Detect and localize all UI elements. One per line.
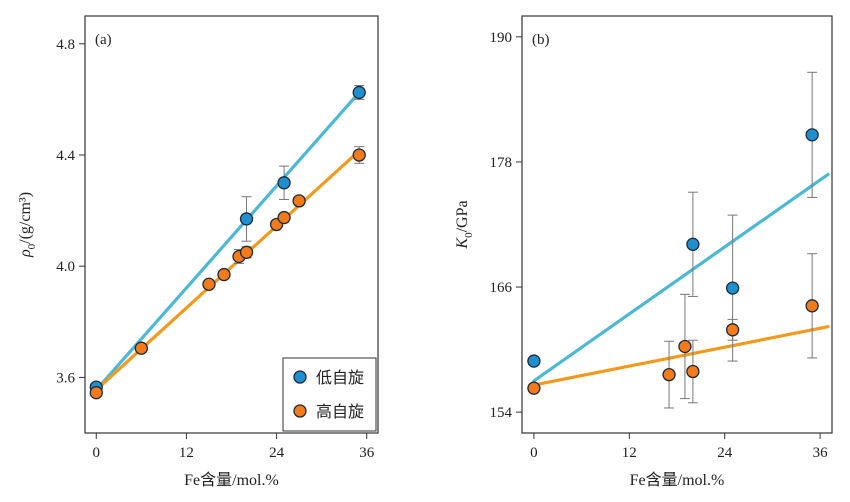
y-tick-label: 4.4 (56, 148, 75, 164)
x-tick-label: 24 (717, 445, 733, 461)
panel-label: (a) (95, 32, 112, 48)
y-axis-unit: /(g/cm³) (17, 192, 34, 244)
legend-label: 低自旋 (316, 368, 364, 387)
data-point-high-spin (805, 299, 819, 313)
y-axis-unit: /GPa (454, 200, 471, 232)
data-point-low-spin (239, 212, 254, 226)
y-tick-label: 166 (490, 280, 513, 296)
y-tick-label: 178 (490, 155, 513, 171)
plot-frame (84, 15, 379, 434)
x-tick-label: 12 (179, 445, 194, 461)
data-point-low-spin (352, 85, 366, 100)
fit-line-high-spin (532, 325, 830, 387)
data-point-high-spin (277, 210, 291, 225)
legend-box (282, 357, 377, 432)
plot-frame (521, 15, 833, 434)
y-tick-label: 3.6 (56, 370, 75, 386)
y-axis-symbol: K (454, 237, 471, 250)
data-point-high-spin (89, 386, 103, 400)
data-point-high-spin (662, 367, 676, 382)
panel-label: (b) (532, 32, 550, 48)
legend-label: 高自旋 (316, 402, 364, 421)
data-point-low-spin (805, 128, 819, 142)
data-point-low-spin (277, 176, 291, 190)
data-point-high-spin (202, 277, 216, 291)
data-point-high-spin (678, 339, 692, 354)
fit-line-low-spin (94, 90, 361, 392)
legend-marker (293, 404, 307, 418)
y-axis-symbol: ρ (17, 249, 34, 258)
panel-a: 0 12 24 363.64.04.44.8Fe含量/mol.%ρ0/(g/cm³)(… (17, 15, 379, 489)
x-tick-label: 36 (813, 445, 829, 461)
data-point-high-spin (134, 341, 148, 355)
y-tick-label: 4.8 (56, 37, 75, 53)
data-point-high-spin (352, 148, 366, 162)
data-point-high-spin (686, 364, 700, 379)
data-point-high-spin (725, 323, 740, 337)
data-point-high-spin (292, 194, 306, 208)
x-tick-label: 0 (93, 445, 101, 461)
data-point-low-spin (725, 281, 740, 295)
y-axis-title: K0/GPa (454, 200, 475, 249)
x-tick-label: 24 (269, 445, 285, 461)
y-tick-label: 190 (490, 30, 513, 46)
y-tick-label: 154 (490, 405, 513, 421)
x-axis-title: Fe含量/mol.% (630, 471, 725, 489)
data-point-high-spin (239, 245, 254, 259)
y-tick-label: 4.0 (56, 259, 75, 275)
x-axis-title: Fe含量/mol.% (184, 471, 279, 489)
y-axis-title: ρ0/(g/cm³) (17, 192, 38, 258)
legend-marker (293, 370, 307, 384)
x-tick-label: 0 (530, 445, 538, 461)
data-point-high-spin (217, 267, 231, 282)
y-axis-subscript: 0 (26, 243, 38, 249)
x-tick-label: 36 (359, 445, 375, 461)
data-point-low-spin (527, 354, 541, 368)
data-point-low-spin (686, 237, 700, 251)
y-axis-subscript: 0 (463, 232, 475, 238)
x-tick-label: 12 (622, 445, 637, 461)
data-point-high-spin (527, 381, 541, 395)
fit-line-low-spin (532, 172, 830, 383)
